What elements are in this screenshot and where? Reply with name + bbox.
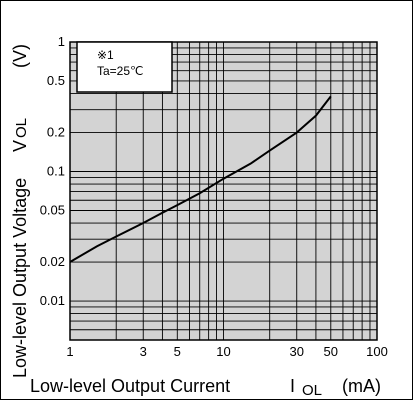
x-tick-label: 5 bbox=[174, 344, 181, 359]
x-tick-labels: 1 3 5 10 30 50 100 bbox=[66, 344, 387, 359]
y-axis-symbol: V bbox=[10, 140, 30, 152]
annotation-note: ※1 bbox=[97, 48, 114, 62]
x-tick-label: 10 bbox=[216, 344, 230, 359]
x-tick-label: 50 bbox=[324, 344, 338, 359]
plot-border bbox=[69, 41, 378, 341]
annotation-temperature: Ta=25℃ bbox=[97, 64, 144, 78]
y-tick-label: 0.1 bbox=[47, 164, 65, 179]
y-tick-label: 0.01 bbox=[40, 293, 65, 308]
x-axis-subscript: OL bbox=[302, 382, 322, 399]
y-axis-label: Low-level Output Voltage V OL (V) bbox=[10, 44, 30, 378]
x-axis-label-text: Low-level Output Current bbox=[30, 376, 230, 396]
y-tick-label: 0.2 bbox=[47, 125, 65, 140]
y-axis-unit: (V) bbox=[10, 44, 30, 68]
annotation-background bbox=[76, 41, 173, 93]
y-tick-label: 1 bbox=[58, 34, 65, 49]
annotation-box: ※1 Ta=25℃ bbox=[76, 41, 173, 93]
x-tick-label: 1 bbox=[66, 344, 73, 359]
y-axis-label-text: Low-level Output Voltage bbox=[10, 178, 30, 378]
grid bbox=[70, 42, 377, 340]
y-tick-label: 0.5 bbox=[47, 73, 65, 88]
y-tick-label: 0.05 bbox=[40, 202, 65, 217]
x-tick-label: 3 bbox=[140, 344, 147, 359]
x-tick-label: 100 bbox=[366, 344, 388, 359]
x-axis-unit: (mA) bbox=[342, 376, 381, 396]
y-axis-subscript: OL bbox=[13, 118, 30, 138]
y-tick-label: 0.02 bbox=[40, 254, 65, 269]
x-axis-label: Low-level Output Current I OL (mA) bbox=[30, 376, 381, 399]
x-axis-symbol: I bbox=[290, 376, 295, 396]
series-line bbox=[69, 95, 332, 263]
y-tick-labels: 1 0.5 0.2 0.1 0.05 0.02 0.01 bbox=[40, 34, 65, 308]
x-tick-label: 30 bbox=[290, 344, 304, 359]
